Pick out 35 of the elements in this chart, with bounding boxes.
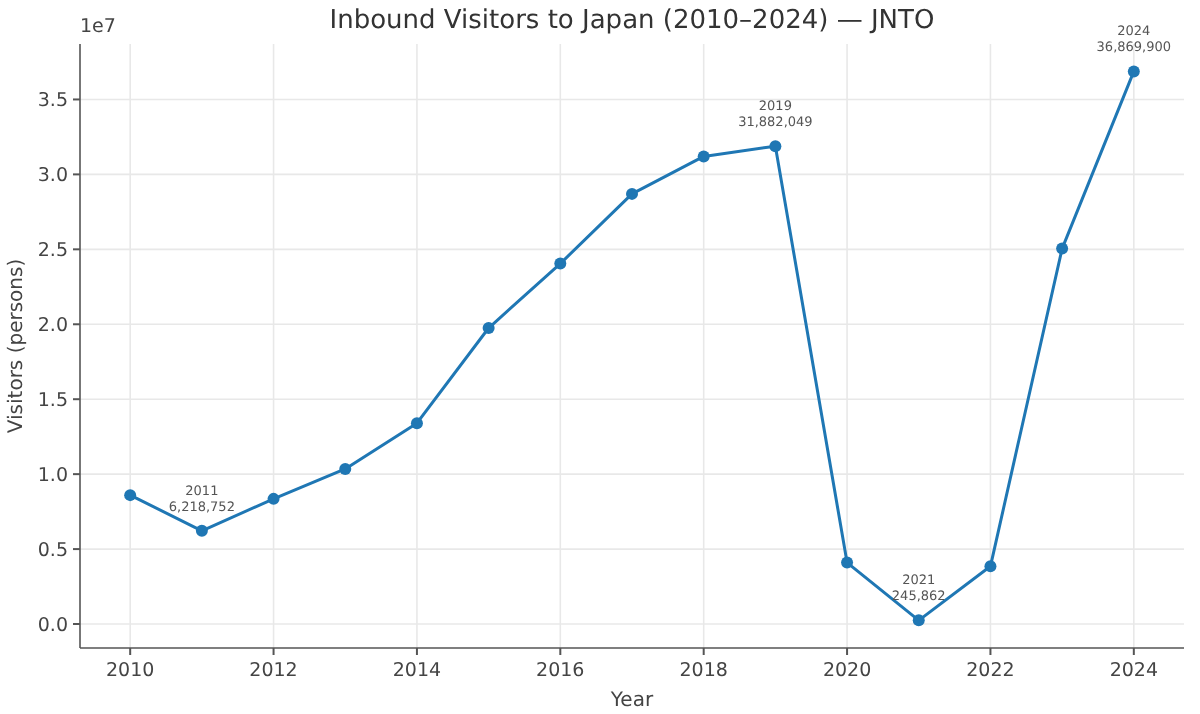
x-tick-label: 2024 <box>1109 660 1159 682</box>
y-tick-label: 2.5 <box>37 240 68 263</box>
x-tick-label: 2020 <box>822 660 872 682</box>
point <box>626 187 638 200</box>
x-tick-label: 2018 <box>679 660 728 682</box>
x-tick-label: 2010 <box>105 660 155 682</box>
point <box>195 524 208 537</box>
x-axis-title: Year <box>608 690 655 712</box>
point <box>1127 65 1140 78</box>
y-tick-label: 3.0 <box>37 165 68 188</box>
point <box>697 150 710 163</box>
point <box>1056 242 1069 255</box>
y-axis-title: Visitors (persons) <box>6 258 28 434</box>
y-tick-label: 0.0 <box>37 615 68 638</box>
point <box>410 417 423 430</box>
point <box>912 614 925 627</box>
x-tick-label: 2012 <box>249 660 298 682</box>
point <box>267 492 280 505</box>
point <box>339 462 352 475</box>
y-tick-label: 1.5 <box>37 390 68 413</box>
point <box>841 556 854 569</box>
text: 1e7 <box>80 16 116 38</box>
x-tick-label: 2016 <box>536 660 585 682</box>
point <box>984 560 997 573</box>
point <box>124 489 137 502</box>
y-tick-label: 2.0 <box>37 315 68 338</box>
y-tick-label: 1.0 <box>37 465 68 488</box>
y-tick-label: 3.5 <box>37 90 68 113</box>
x-tick-label: 2014 <box>392 660 442 682</box>
x-tick-label: 2022 <box>966 660 1015 682</box>
point <box>482 322 495 335</box>
point <box>554 257 567 270</box>
chart-title: Inbound Visitors to Japan (2010–2024) — JNTO <box>329 6 935 36</box>
y-tick-label: 0.5 <box>37 540 68 563</box>
point <box>769 140 782 153</box>
